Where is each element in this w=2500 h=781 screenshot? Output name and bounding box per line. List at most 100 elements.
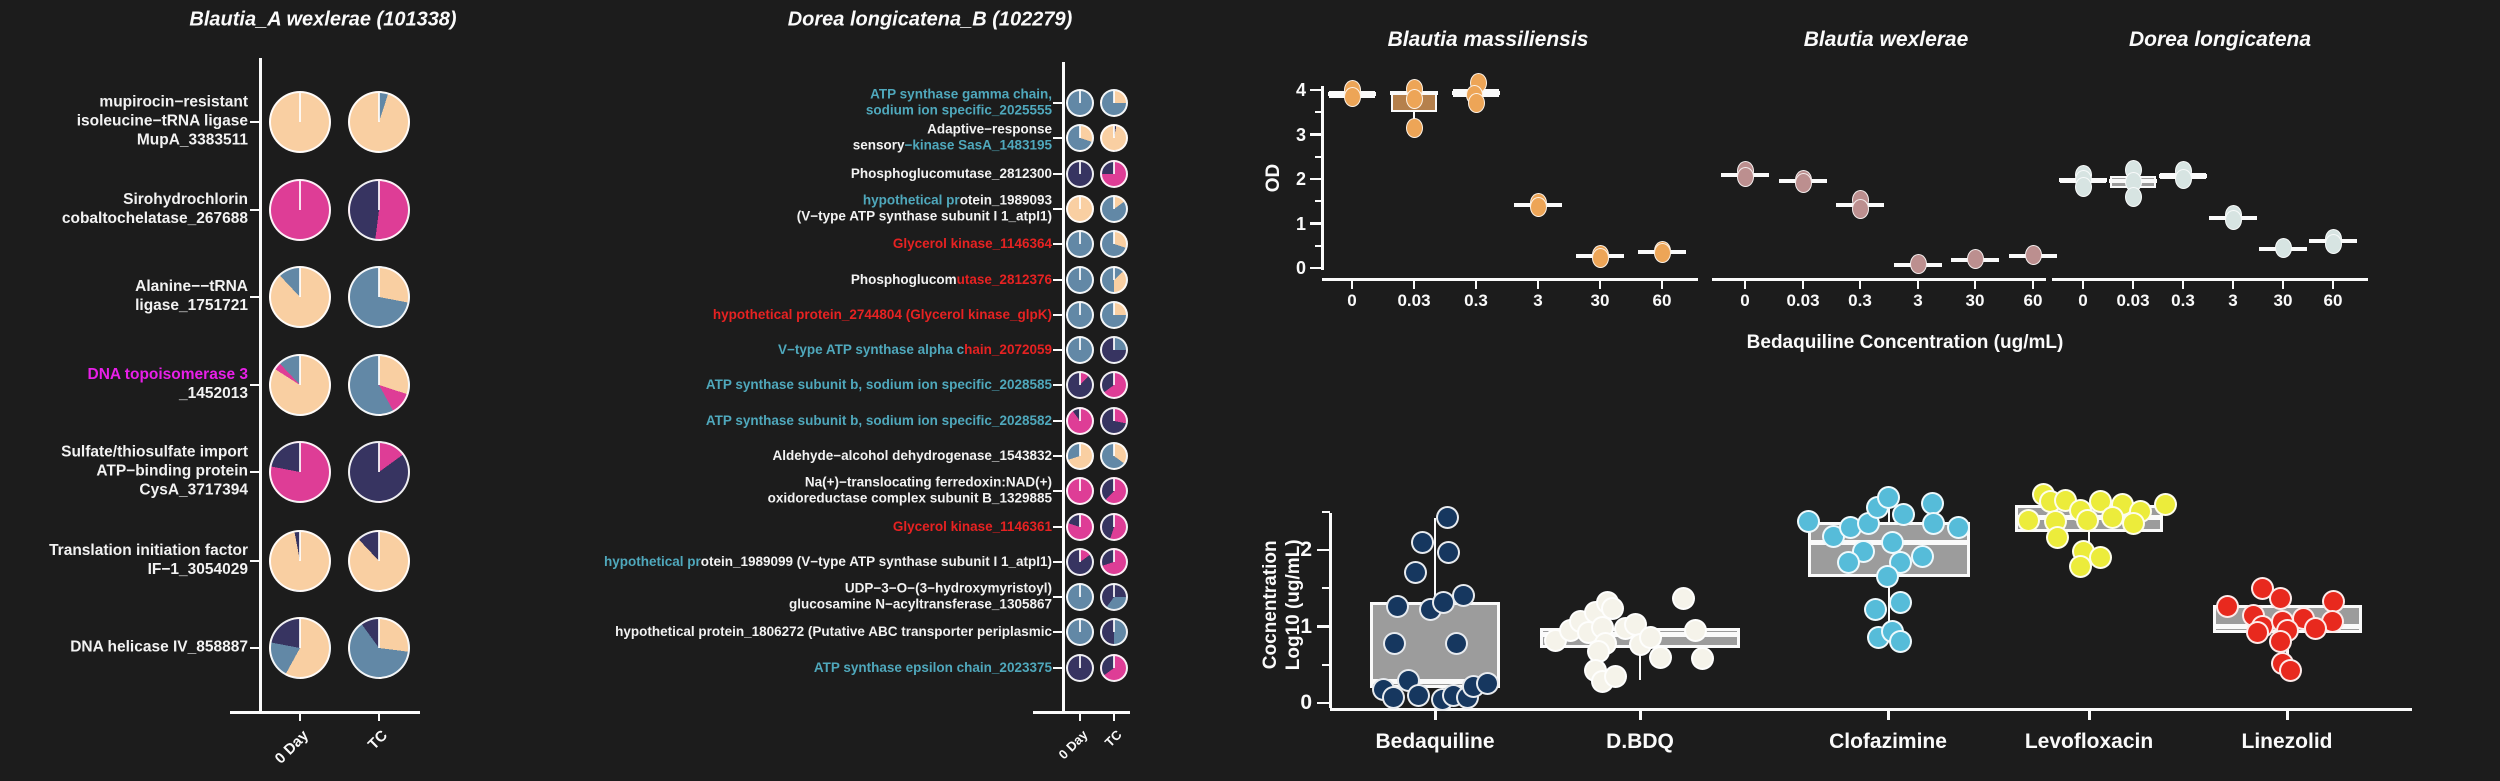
gene-label-segment: ATP−binding protein bbox=[96, 462, 248, 480]
gene-label-segment: ATP synthase subunit b, sodium ion speci… bbox=[705, 412, 1052, 428]
pie-start-line bbox=[378, 181, 380, 210]
gene-label: Aldehyde−alcohol dehydrogenase_1543832 bbox=[532, 448, 1053, 464]
facet-xtick bbox=[1859, 280, 1861, 289]
data-point bbox=[1410, 530, 1434, 554]
drug-label: Linezolid bbox=[2241, 730, 2333, 753]
drug-label: Clofazimine bbox=[1829, 730, 1947, 753]
gene-label: hypothetical protein_1989093 (V−type ATP … bbox=[532, 193, 1052, 226]
pie-start-line bbox=[1079, 620, 1081, 632]
facet-xtick bbox=[2132, 280, 2134, 289]
pie-chart bbox=[348, 530, 410, 592]
od-ytick bbox=[1310, 266, 1322, 270]
facet-xtick bbox=[2332, 280, 2334, 289]
gene-label: DNA helicase IV_858887 bbox=[0, 639, 248, 658]
pie-panel-yaxis bbox=[259, 58, 262, 711]
pie-start-line bbox=[1079, 409, 1081, 421]
data-point bbox=[2124, 186, 2142, 207]
whisker-high bbox=[1433, 517, 1437, 602]
gene-label: ATP synthase subunit b, sodium ion speci… bbox=[532, 377, 1052, 393]
conc-ytick-label: 2 bbox=[1300, 538, 1312, 561]
facet-xtick bbox=[1413, 280, 1415, 289]
drug-xtick bbox=[1434, 710, 1437, 720]
x-tick bbox=[1113, 713, 1115, 721]
facet-xaxis bbox=[1322, 278, 1698, 281]
data-point bbox=[1403, 561, 1427, 585]
conc-ytick bbox=[1317, 625, 1330, 628]
data-point bbox=[1876, 486, 1900, 510]
pie-start-line bbox=[1079, 91, 1081, 103]
data-point bbox=[2088, 546, 2112, 570]
gene-label-segment: Phosphoglucomutase_2812300 bbox=[850, 165, 1052, 181]
conc-ytick-label: 1 bbox=[1300, 614, 1312, 638]
facet-xtick-label: 3 bbox=[2228, 291, 2238, 310]
pie-chart bbox=[1066, 513, 1094, 541]
pie-start-line bbox=[1113, 232, 1115, 244]
facet-xtick-label: 0.3 bbox=[1464, 291, 1488, 310]
gene-label-segment: −kinase SasA_1483195 bbox=[904, 138, 1053, 153]
gene-label-segment: mupirocin−resistant bbox=[99, 93, 248, 111]
pie-start-line bbox=[1113, 444, 1115, 456]
pie-chart bbox=[1066, 583, 1094, 611]
pie-start-line bbox=[1079, 268, 1081, 280]
pie-start-line bbox=[378, 532, 380, 561]
gene-label-segment: MupA_3383511 bbox=[136, 131, 248, 149]
pie-start-line bbox=[1113, 479, 1115, 491]
pie-start-line bbox=[1113, 409, 1115, 421]
pie-chart bbox=[269, 266, 331, 328]
facet-xtick bbox=[1744, 280, 1746, 289]
pie-chart bbox=[1100, 195, 1128, 223]
pie-chart bbox=[269, 441, 331, 503]
data-point bbox=[1385, 595, 1409, 619]
data-point bbox=[2016, 508, 2040, 532]
facet-xtick-label: 3 bbox=[1913, 291, 1923, 310]
facet-xtick-label: 0.3 bbox=[1848, 291, 1872, 310]
data-point bbox=[1381, 686, 1405, 710]
gene-label: hypothetical protein_2744804 (Glycerol k… bbox=[532, 307, 1052, 323]
gene-label: Translation initiation factor IF−1_305402… bbox=[0, 542, 248, 580]
conc-ytick bbox=[1317, 701, 1330, 705]
row-tick bbox=[1053, 242, 1063, 246]
pie-start-line bbox=[1079, 162, 1081, 174]
data-point bbox=[1921, 511, 1945, 535]
facet-xtick bbox=[2182, 280, 2184, 289]
gene-label: Adaptive−response sensory−kinase SasA_148… bbox=[532, 122, 1052, 155]
pie-start-line bbox=[1079, 338, 1081, 350]
pie-chart bbox=[1066, 477, 1094, 505]
row-tick bbox=[250, 383, 260, 387]
whisker-high bbox=[1887, 497, 1891, 522]
pie-start-line bbox=[378, 93, 380, 122]
pie-chart bbox=[348, 617, 410, 679]
facet-xtick-label: 30 bbox=[1590, 291, 1610, 310]
drug-xtick bbox=[2286, 710, 2289, 720]
facet-xtick bbox=[2082, 280, 2084, 289]
data-point bbox=[1444, 631, 1468, 655]
conc-yminor bbox=[1322, 587, 1330, 590]
drug-xtick bbox=[1639, 710, 1642, 720]
pie-chart bbox=[1066, 301, 1094, 329]
drug-label: Levofloxacin bbox=[2024, 730, 2154, 753]
od-ytick bbox=[1310, 222, 1322, 225]
gene-label-segment: isoleucine−tRNA ligase bbox=[76, 112, 248, 130]
pie-chart bbox=[269, 354, 331, 416]
data-point bbox=[1435, 505, 1459, 529]
pie-chart bbox=[1066, 336, 1094, 364]
facet-xtick-label: 3 bbox=[1533, 291, 1543, 310]
pie-chart bbox=[269, 91, 331, 153]
pie-start-line bbox=[1113, 373, 1115, 385]
gene-label: mupirocin−resistant isoleucine−tRNA ligas… bbox=[0, 94, 248, 151]
od-ytick-label: 2 bbox=[1295, 169, 1306, 189]
row-tick bbox=[1053, 666, 1063, 670]
gene-label: Phosphoglucomutase_2812300 bbox=[532, 166, 1052, 182]
gene-label-segment: CysA_3717394 bbox=[139, 481, 248, 499]
pie-start-line bbox=[378, 443, 380, 472]
data-point bbox=[1343, 86, 1361, 107]
facet-xtick bbox=[1661, 280, 1663, 289]
pie-chart bbox=[1066, 654, 1094, 682]
facet-xtick-label: 60 bbox=[2323, 291, 2343, 310]
gene-label: ATP synthase subunit b, sodium ion speci… bbox=[532, 413, 1052, 429]
row-tick bbox=[250, 120, 260, 124]
gene-label: DNA topoisomerase 3 _1452013 bbox=[0, 366, 249, 404]
conc-axis-title-line: Log10 (ug/mL) bbox=[1283, 539, 1304, 671]
pie-start-line bbox=[299, 181, 301, 210]
data-point bbox=[2215, 595, 2239, 619]
